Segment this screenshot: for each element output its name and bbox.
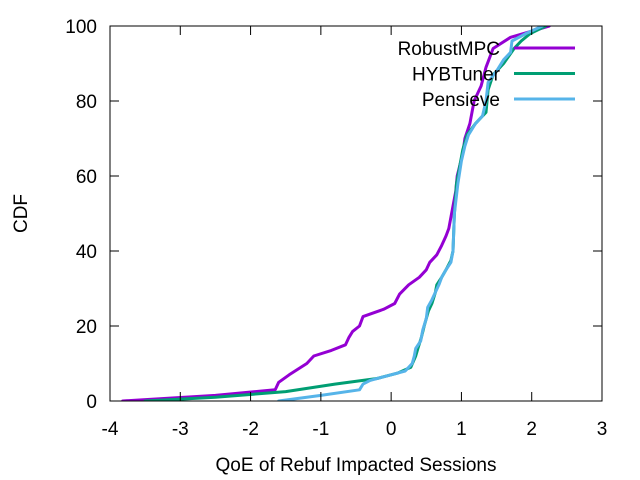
- x-tick-label: 1: [456, 419, 467, 440]
- ticks-layer: -4 -3 -2 -1 0 1 2 3 0 20 40 60 80 100: [65, 17, 607, 440]
- x-tick-label: -4: [102, 419, 119, 440]
- x-tick-label: -1: [312, 419, 329, 440]
- y-tick-label: 0: [86, 392, 97, 413]
- x-tick-label: 3: [597, 419, 608, 440]
- x-tick-label: 2: [526, 419, 537, 440]
- legend-label: RobustMPC: [398, 39, 500, 60]
- x-tick-label: -2: [242, 419, 259, 440]
- series-line-pensieve: [277, 26, 544, 401]
- legend-label: Pensieve: [422, 90, 500, 111]
- x-tick-label: 0: [386, 419, 397, 440]
- x-tick-label: -3: [172, 419, 189, 440]
- y-axis-title: CDF: [11, 194, 32, 233]
- x-axis-title: QoE of Rebuf Impacted Sessions: [216, 455, 497, 476]
- y-tick-label: 80: [76, 92, 97, 113]
- y-tick-label: 40: [76, 242, 97, 263]
- legend: RobustMPC HYBTuner Pensieve: [398, 39, 575, 111]
- plot-frame: [109, 25, 603, 402]
- y-tick-label: 100: [65, 17, 97, 38]
- series-line-robustmpc: [121, 26, 551, 401]
- series-layer: [121, 26, 551, 401]
- legend-label: HYBTuner: [412, 65, 501, 86]
- y-tick-label: 20: [76, 317, 97, 338]
- y-tick-label: 60: [76, 167, 97, 188]
